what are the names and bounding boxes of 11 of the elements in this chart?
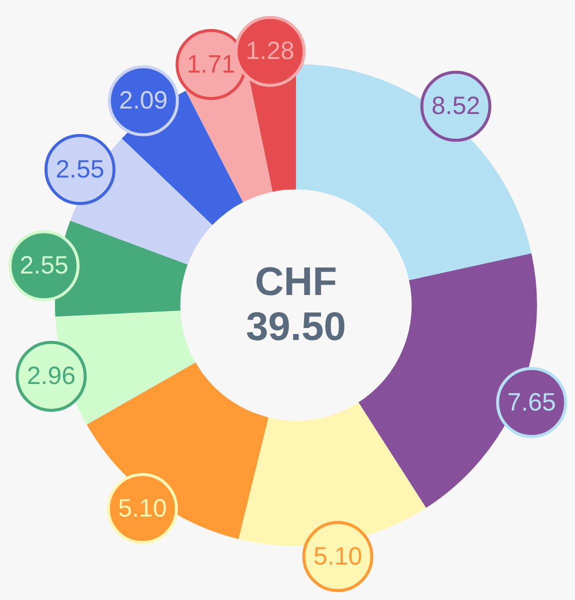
data-label: 2.55 xyxy=(20,252,68,280)
data-label: 1.28 xyxy=(246,37,294,66)
data-label: 2.96 xyxy=(26,362,76,390)
text: CHF 39.50 xyxy=(244,260,348,350)
data-label: 2.09 xyxy=(119,86,168,115)
data-label: 7.65 xyxy=(507,388,556,416)
data-label: 8.52 xyxy=(432,92,480,120)
data-label: 1.71 xyxy=(186,50,236,78)
data-label: 5.10 xyxy=(313,542,362,570)
data-label: 5.10 xyxy=(118,494,167,522)
data-label: 2.55 xyxy=(56,155,104,184)
